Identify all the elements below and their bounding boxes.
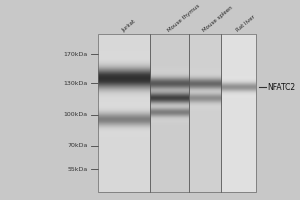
Bar [221, 34, 256, 192]
Bar [98, 34, 150, 192]
Text: 100kDa: 100kDa [64, 112, 88, 117]
Bar [189, 34, 221, 192]
Text: NFATC2: NFATC2 [268, 83, 296, 92]
Text: Jurkat: Jurkat [121, 18, 136, 33]
Text: Mouse spleen: Mouse spleen [202, 5, 234, 33]
Text: Rat liver: Rat liver [236, 14, 256, 33]
Text: 55kDa: 55kDa [68, 167, 88, 172]
Bar [98, 34, 256, 192]
Text: 170kDa: 170kDa [64, 52, 88, 57]
Text: Mouse thymus: Mouse thymus [166, 3, 200, 33]
Text: 130kDa: 130kDa [64, 81, 88, 86]
Bar [150, 34, 189, 192]
Text: 70kDa: 70kDa [68, 143, 88, 148]
